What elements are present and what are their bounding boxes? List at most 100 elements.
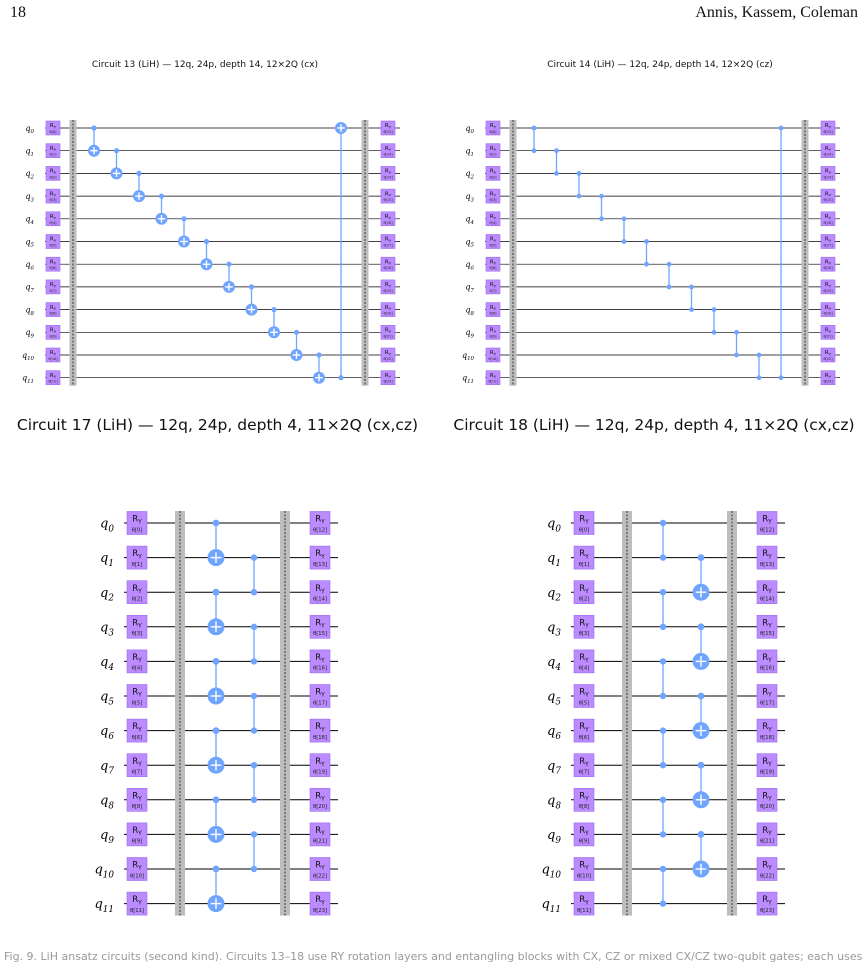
ry-gate	[126, 615, 148, 639]
ry-gate-label: RY	[825, 146, 832, 152]
qubit-label: q0	[465, 124, 474, 135]
ry-gate-label: RY	[490, 191, 497, 197]
cz-dot	[576, 171, 582, 176]
ry-gate	[309, 822, 331, 847]
qubit-label: q5	[100, 690, 114, 708]
ry-gate-param: θ[16]	[313, 666, 327, 672]
ry-gate-param: θ[13]	[313, 562, 327, 568]
ry-gate-label: RY	[385, 259, 392, 265]
ry-gate	[820, 325, 836, 340]
ry-gate-param: θ[17]	[383, 244, 393, 248]
ry-gate	[573, 615, 595, 639]
ry-gate-label: RY	[825, 350, 832, 356]
ry-gate-param: θ[3]	[579, 631, 590, 637]
cz-dot	[659, 519, 667, 527]
ry-gate	[45, 166, 61, 181]
ry-gate	[380, 279, 396, 295]
qubit-label: q4	[547, 655, 561, 673]
ry-gate	[485, 302, 501, 317]
ry-gate-param: θ[4]	[490, 221, 498, 225]
ry-gate-param: θ[16]	[383, 221, 393, 225]
ry-gate-param: θ[11]	[48, 380, 58, 384]
qubit-label: q3	[547, 620, 561, 638]
qubit-label: q9	[100, 828, 114, 846]
cz-dot	[659, 554, 667, 561]
qubit-label: q0	[547, 517, 561, 535]
cx-control-dot	[181, 216, 187, 222]
ry-gate	[820, 302, 836, 317]
ry-gate	[45, 325, 61, 340]
barrier	[622, 511, 632, 916]
ry-gate-param: θ[4]	[132, 666, 143, 672]
ry-gate	[45, 234, 61, 249]
circuit-13-diagram: q0RYθ[0]RYθ[12]q1RYθ[1]RYθ[13]q2RYθ[2]RY…	[22, 120, 400, 386]
cz-dot	[666, 261, 672, 267]
ry-gate	[309, 891, 331, 916]
ry-gate	[820, 370, 836, 385]
ry-gate	[573, 580, 595, 604]
ry-gate-label: RY	[490, 350, 497, 356]
ry-gate	[485, 234, 501, 249]
ry-gate	[380, 325, 396, 340]
cz-dot	[756, 375, 762, 381]
qubit-label: q6	[465, 260, 474, 271]
ry-gate-label: RY	[50, 214, 57, 220]
ry-gate-label: RY	[385, 305, 392, 311]
ry-gate	[45, 370, 61, 385]
ry-gate	[756, 545, 778, 570]
cx-control-dot	[293, 329, 300, 335]
qubit-label: q3	[25, 192, 34, 203]
cz-dot	[554, 148, 559, 154]
ry-gate-label: RY	[132, 895, 142, 906]
ry-gate-param: θ[4]	[579, 666, 590, 672]
barrier	[280, 511, 290, 916]
ry-gate-param: θ[1]	[490, 153, 498, 157]
ry-gate-param: θ[5]	[579, 700, 590, 706]
cz-dot	[659, 623, 667, 630]
ry-gate-label: RY	[825, 282, 832, 288]
cz-dot	[250, 692, 258, 700]
cx-control-dot	[248, 284, 255, 290]
ry-gate-label: RY	[50, 373, 57, 379]
cz-dot	[250, 658, 258, 665]
cx-control-dot	[697, 623, 705, 631]
cz-dot	[659, 900, 667, 907]
ry-gate-label: RY	[315, 861, 325, 872]
ry-gate-label: RY	[385, 282, 392, 288]
ry-gate-label: RY	[762, 826, 772, 837]
ry-gate-param: θ[20]	[313, 804, 327, 810]
ry-gate-label: RY	[50, 350, 57, 356]
ry-gate-param: θ[2]	[579, 596, 590, 602]
cx-control-dot	[91, 125, 97, 131]
ry-gate	[380, 256, 396, 272]
ry-gate	[126, 753, 148, 777]
ry-gate	[820, 211, 836, 227]
ry-gate-param: θ[1]	[50, 153, 58, 157]
ry-gate-param: θ[22]	[760, 873, 774, 879]
ry-gate	[820, 143, 836, 159]
ry-gate-param: θ[9]	[50, 334, 58, 338]
ry-gate	[573, 545, 595, 570]
ry-gate	[756, 822, 778, 847]
ry-gate	[309, 615, 331, 639]
ry-gate-param: θ[14]	[823, 175, 833, 179]
ry-gate-param: θ[10]	[488, 357, 498, 361]
qubit-label: q2	[100, 586, 114, 604]
ry-gate-label: RY	[132, 757, 142, 768]
ry-gate-param: θ[7]	[132, 769, 143, 775]
ry-gate	[820, 188, 836, 204]
cz-dot	[659, 589, 667, 596]
qubit-label: q8	[547, 793, 561, 811]
cx-control-dot	[316, 352, 322, 358]
qubit-label: q7	[25, 283, 34, 294]
ry-gate-param: θ[22]	[313, 873, 327, 879]
ry-gate-label: RY	[315, 895, 325, 906]
ry-gate	[45, 188, 61, 204]
ry-gate-param: θ[12]	[760, 527, 774, 533]
ry-gate-label: RY	[762, 653, 772, 664]
ry-gate	[380, 143, 396, 159]
ry-gate-label: RY	[579, 826, 589, 837]
cx-control-dot	[136, 170, 142, 176]
ry-gate-label: RY	[50, 305, 57, 311]
ry-gate	[756, 857, 778, 881]
